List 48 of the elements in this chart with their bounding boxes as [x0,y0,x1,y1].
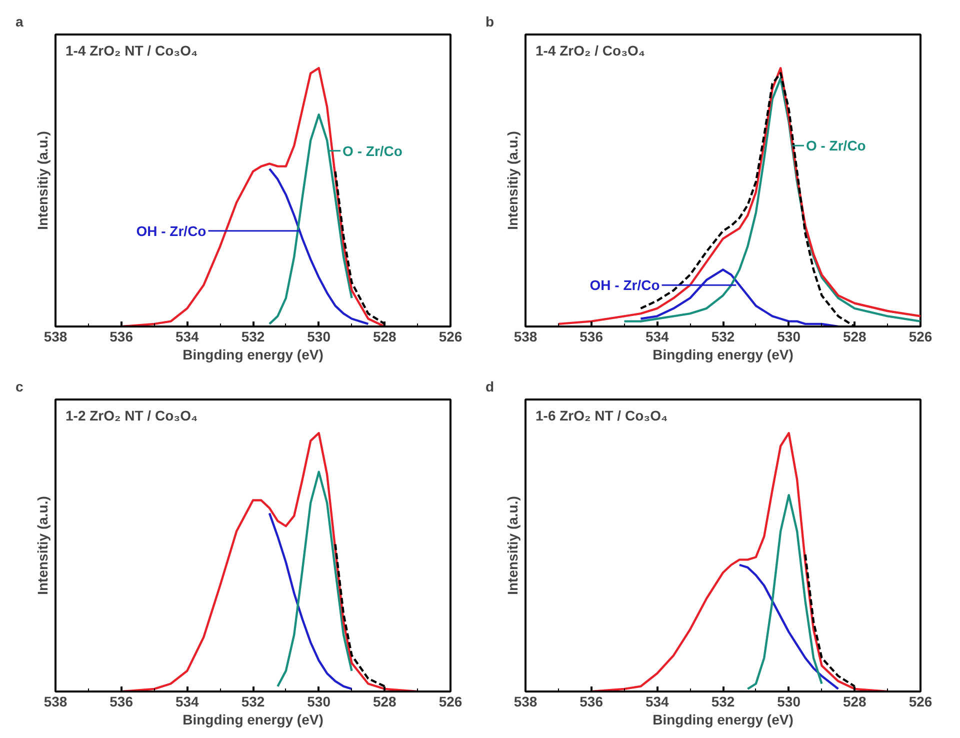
x-axis-title: Bingding energy (eV) [652,346,794,362]
x-tick-label: 530 [777,694,801,710]
text: a [16,14,24,30]
x-axis-title: Bingding energy (eV) [182,346,324,362]
x-tick-label: 534 [645,694,670,710]
x-axis-title: Bingding energy (eV) [652,712,794,728]
chart-title: 1-4 ZrO₂ / Co₃O₄ [536,42,646,58]
x-tick-label: 534 [645,328,670,344]
x-tick-label: 534 [175,694,200,710]
x-tick-label: 530 [307,694,331,710]
x-tick-label: 526 [438,694,462,710]
x-axis-title: Bingding energy (eV) [182,712,324,728]
chart-title: 1-2 ZrO₂ NT / Co₃O₄ [66,408,198,424]
x-tick-label: 528 [842,328,867,344]
chart-title: 1-4 ZrO₂ NT / Co₃O₄ [66,42,198,58]
x-tick-label: 528 [372,694,397,710]
y-axis-title: Intensitiy (a.u.) [504,131,520,230]
x-tick-label: 538 [44,694,68,710]
x-tick-label: 530 [777,328,801,344]
x-tick-label: 532 [711,694,735,710]
x-tick-label: 534 [175,328,200,344]
x-tick-label: 538 [514,694,538,710]
annotation: OH - Zr/Co [136,222,206,239]
x-tick-label: 538 [44,328,68,344]
x-tick-label: 530 [307,328,331,344]
x-tick-label: 532 [241,694,265,710]
x-tick-label: 528 [372,328,397,344]
x-tick-label: 538 [514,328,538,344]
x-tick-label: 528 [842,694,867,710]
annotation: O - Zr/Co [342,142,402,159]
text: d [486,378,494,394]
annotation: O - Zr/Co [806,138,866,154]
x-tick-label: 536 [580,694,604,710]
y-axis-title: Intensitiy (a.u.) [34,131,50,230]
chart-title: 1-6 ZrO₂ NT / Co₃O₄ [536,408,668,424]
text: c [16,378,24,394]
x-tick-label: 536 [110,694,134,710]
y-axis-title: Intensitiy (a.u.) [34,496,50,595]
x-tick-label: 526 [908,328,932,344]
annotation: OH - Zr/Co [590,277,660,294]
x-tick-label: 536 [110,328,134,344]
x-tick-label: 526 [438,328,462,344]
x-tick-label: 536 [580,328,604,344]
x-tick-label: 532 [711,328,735,344]
y-axis-title: Intensitiy (a.u.) [504,496,520,595]
x-tick-label: 526 [908,694,932,710]
text: b [486,14,494,30]
x-tick-label: 532 [241,328,265,344]
